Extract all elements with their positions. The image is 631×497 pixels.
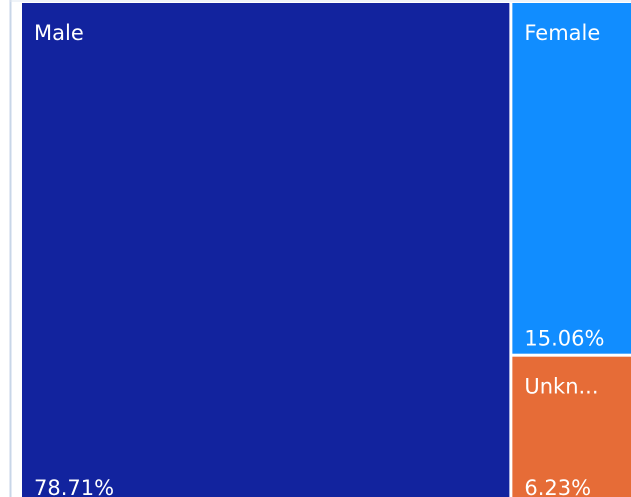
value-label: 78.71% [34, 476, 114, 497]
tile [22, 3, 510, 497]
value-label: 15.06% [524, 327, 604, 351]
tile-label: Female [524, 21, 600, 45]
value-label: 6.23% [524, 476, 591, 497]
tile-label: Male [34, 21, 84, 45]
tile-label: Unkn... [524, 375, 598, 399]
tile [512, 3, 631, 354]
tile [512, 356, 631, 497]
